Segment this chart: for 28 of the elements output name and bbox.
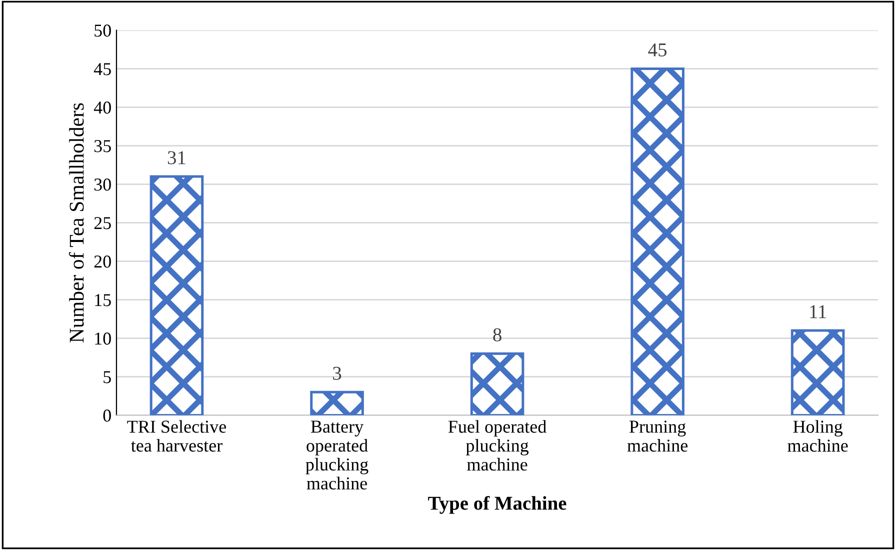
y-tick-label: 20 xyxy=(94,256,111,268)
bar xyxy=(790,329,845,416)
bar xyxy=(150,175,204,416)
y-tick-label: 5 xyxy=(104,371,111,384)
y-tick-label: 30 xyxy=(94,178,111,191)
x-tick-label: Holing machine xyxy=(788,420,848,452)
y-tick-label: 25 xyxy=(94,217,111,230)
y-tick-label: 10 xyxy=(95,332,111,345)
x-tick-label: Fuel operated plucking machine xyxy=(448,420,546,471)
x-tick-label: Pruning machine xyxy=(627,420,688,452)
y-tick-label: 40 xyxy=(94,102,111,114)
bar xyxy=(630,68,684,416)
data-label: 8 xyxy=(493,328,502,342)
data-label: 11 xyxy=(810,305,826,318)
x-tick-label: TRI Selective tea harvester xyxy=(127,420,226,452)
data-label: 3 xyxy=(333,366,342,380)
y-tick-label: 45 xyxy=(94,63,111,76)
data-label: 45 xyxy=(648,43,667,56)
x-tick-label: Battery operated plucking machine xyxy=(306,420,368,490)
bar xyxy=(470,352,524,416)
y-tick-label: 35 xyxy=(94,140,111,152)
bar xyxy=(310,390,364,416)
data-label: 31 xyxy=(168,151,186,164)
y-axis-title: Number of Tea Smallholders xyxy=(68,103,84,342)
y-tick-label: 0 xyxy=(103,410,111,422)
x-axis-title: Type of Machine xyxy=(428,496,566,514)
y-tick-label: 50 xyxy=(94,24,111,37)
y-tick-label: 15 xyxy=(95,294,111,306)
